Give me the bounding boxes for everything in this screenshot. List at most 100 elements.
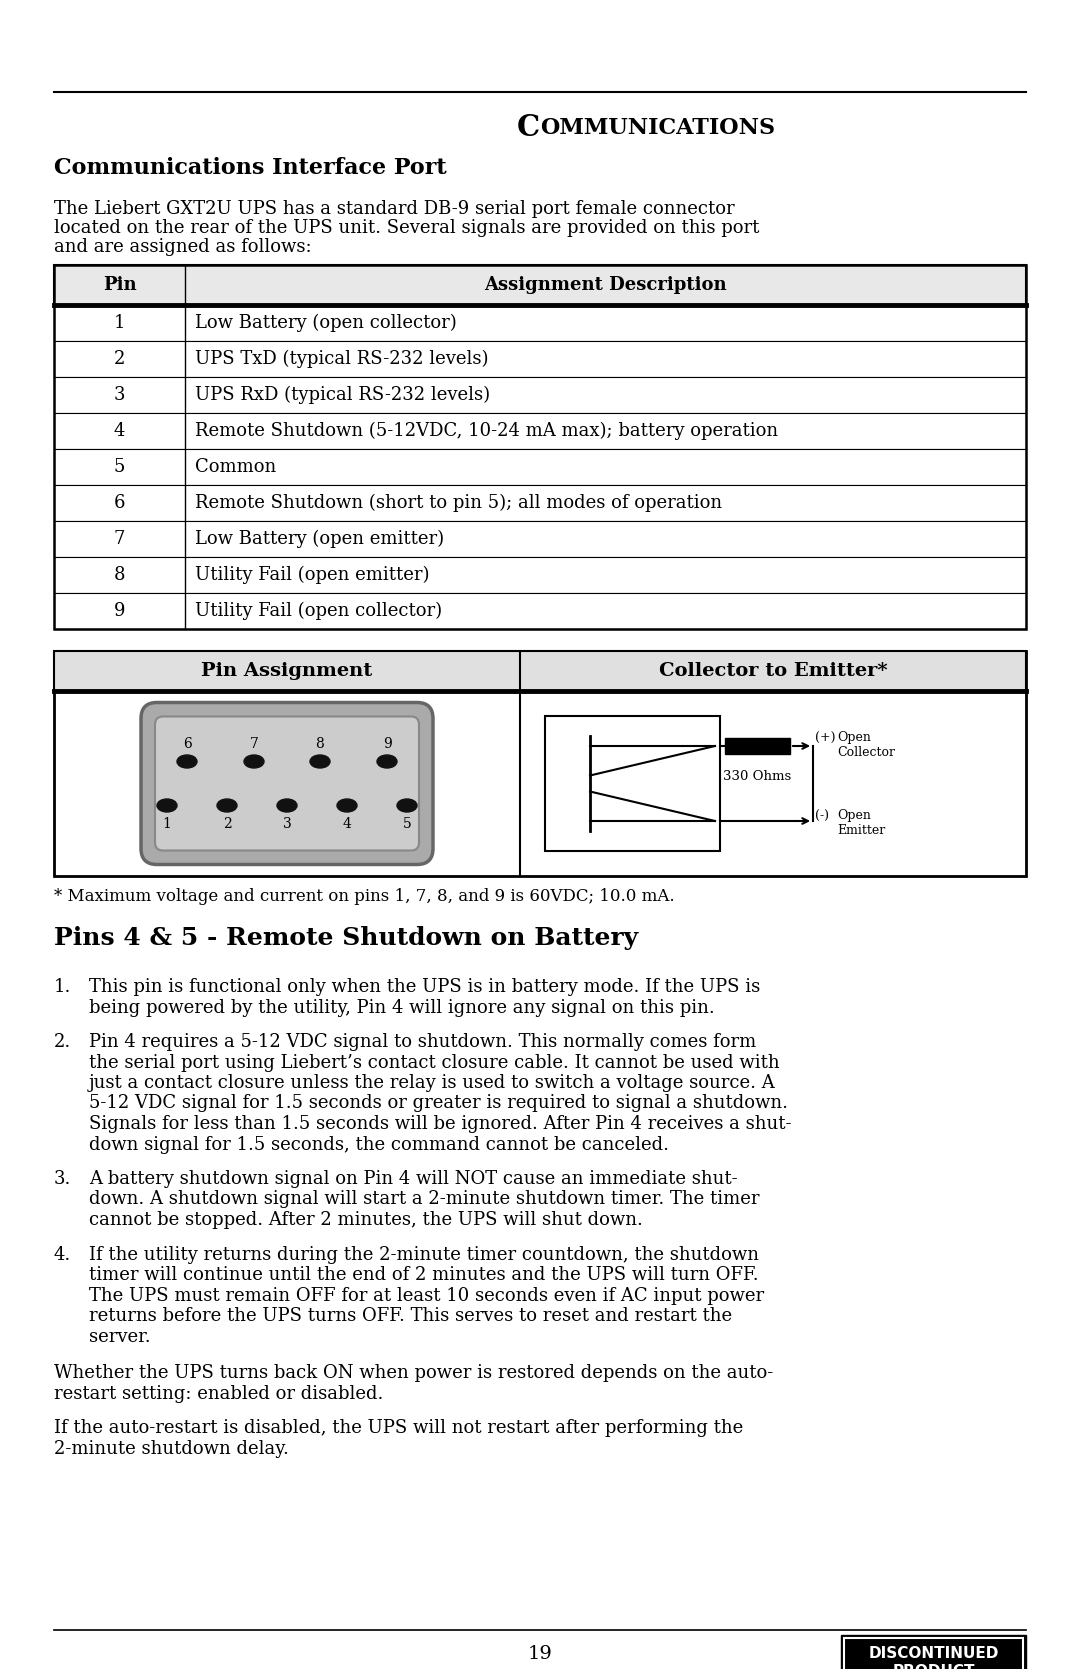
Bar xyxy=(54,557,1026,592)
Text: 1: 1 xyxy=(163,816,172,831)
Text: A battery shutdown signal on Pin 4 will NOT cause an immediate shut-: A battery shutdown signal on Pin 4 will … xyxy=(89,1170,738,1188)
Ellipse shape xyxy=(310,754,330,768)
Text: 7: 7 xyxy=(249,736,258,751)
Bar xyxy=(54,412,1026,449)
Text: 4: 4 xyxy=(113,422,125,441)
Text: 4.: 4. xyxy=(54,1245,71,1263)
Bar xyxy=(54,449,1026,486)
Bar xyxy=(54,265,1026,629)
Text: UPS RxD (typical RS-232 levels): UPS RxD (typical RS-232 levels) xyxy=(195,386,490,404)
Text: Signals for less than 1.5 seconds will be ignored. After Pin 4 receives a shut-: Signals for less than 1.5 seconds will b… xyxy=(89,1115,792,1133)
Text: the serial port using Liebert’s contact closure cable. It cannot be used with: the serial port using Liebert’s contact … xyxy=(89,1053,780,1071)
Text: 3: 3 xyxy=(283,816,292,831)
Ellipse shape xyxy=(377,754,397,768)
Bar xyxy=(54,651,1026,691)
Text: restart setting: enabled or disabled.: restart setting: enabled or disabled. xyxy=(54,1385,383,1402)
Text: The Liebert GXT2U UPS has a standard DB-9 serial port female connector: The Liebert GXT2U UPS has a standard DB-… xyxy=(54,200,734,219)
Text: Utility Fail (open emitter): Utility Fail (open emitter) xyxy=(195,566,430,584)
Text: 2: 2 xyxy=(222,816,231,831)
Text: 5: 5 xyxy=(113,457,125,476)
Bar xyxy=(54,340,1026,377)
Text: If the utility returns during the 2-minute timer countdown, the shutdown: If the utility returns during the 2-minu… xyxy=(89,1245,759,1263)
Text: being powered by the utility, Pin 4 will ignore any signal on this pin.: being powered by the utility, Pin 4 will… xyxy=(89,998,715,1016)
Bar xyxy=(54,305,1026,340)
Text: DISCONTINUED: DISCONTINUED xyxy=(868,1646,999,1661)
Text: 9: 9 xyxy=(382,736,391,751)
Text: OMMUNICATIONS: OMMUNICATIONS xyxy=(540,117,775,139)
Text: cannot be stopped. After 2 minutes, the UPS will shut down.: cannot be stopped. After 2 minutes, the … xyxy=(89,1212,643,1228)
Ellipse shape xyxy=(276,799,297,813)
Text: Common: Common xyxy=(195,457,276,476)
Text: Open: Open xyxy=(837,809,870,823)
Text: UPS TxD (typical RS-232 levels): UPS TxD (typical RS-232 levels) xyxy=(195,350,488,369)
Text: Assignment Description: Assignment Description xyxy=(484,275,727,294)
Text: Pin 4 requires a 5-12 VDC signal to shutdown. This normally comes form: Pin 4 requires a 5-12 VDC signal to shut… xyxy=(89,1033,756,1051)
FancyBboxPatch shape xyxy=(141,703,433,865)
Ellipse shape xyxy=(157,799,177,813)
Text: 3.: 3. xyxy=(54,1170,71,1188)
Text: Low Battery (open collector): Low Battery (open collector) xyxy=(195,314,457,332)
Text: 4: 4 xyxy=(342,816,351,831)
Text: down. A shutdown signal will start a 2-minute shutdown timer. The timer: down. A shutdown signal will start a 2-m… xyxy=(89,1190,759,1208)
Text: and are assigned as follows:: and are assigned as follows: xyxy=(54,239,312,255)
Text: 2.: 2. xyxy=(54,1033,71,1051)
Bar xyxy=(841,1636,1026,1669)
Text: This pin is functional only when the UPS is in battery mode. If the UPS is: This pin is functional only when the UPS… xyxy=(89,978,760,996)
Text: Remote Shutdown (short to pin 5); all modes of operation: Remote Shutdown (short to pin 5); all mo… xyxy=(195,494,723,512)
Bar xyxy=(54,377,1026,412)
Bar xyxy=(54,265,1026,305)
Text: Open: Open xyxy=(837,731,870,744)
Bar xyxy=(54,521,1026,557)
Text: server.: server. xyxy=(89,1327,150,1345)
Ellipse shape xyxy=(397,799,417,813)
Ellipse shape xyxy=(217,799,237,813)
Text: 1: 1 xyxy=(113,314,125,332)
Text: Remote Shutdown (5-12VDC, 10-24 mA max); battery operation: Remote Shutdown (5-12VDC, 10-24 mA max);… xyxy=(195,422,778,441)
Text: 19: 19 xyxy=(527,1646,553,1662)
Text: 6: 6 xyxy=(113,494,125,512)
Text: (+): (+) xyxy=(815,731,836,744)
Text: (-): (-) xyxy=(815,809,829,823)
Text: C: C xyxy=(517,113,540,142)
Bar xyxy=(54,592,1026,629)
Ellipse shape xyxy=(177,754,197,768)
Text: 2-minute shutdown delay.: 2-minute shutdown delay. xyxy=(54,1439,288,1457)
Bar xyxy=(843,1637,1023,1669)
Text: PRODUCT: PRODUCT xyxy=(892,1664,975,1669)
Bar xyxy=(545,716,720,851)
Text: The UPS must remain OFF for at least 10 seconds even if AC input power: The UPS must remain OFF for at least 10 … xyxy=(89,1287,765,1305)
Text: just a contact closure unless the relay is used to switch a voltage source. A: just a contact closure unless the relay … xyxy=(89,1073,775,1092)
Text: down signal for 1.5 seconds, the command cannot be canceled.: down signal for 1.5 seconds, the command… xyxy=(89,1135,669,1153)
Text: Pin: Pin xyxy=(103,275,136,294)
Text: Emitter: Emitter xyxy=(837,823,886,836)
Text: Collector: Collector xyxy=(837,746,895,758)
Text: 5: 5 xyxy=(403,816,411,831)
Text: Low Battery (open emitter): Low Battery (open emitter) xyxy=(195,529,444,547)
FancyBboxPatch shape xyxy=(156,716,419,851)
Text: located on the rear of the UPS unit. Several signals are provided on this port: located on the rear of the UPS unit. Sev… xyxy=(54,219,759,237)
Ellipse shape xyxy=(244,754,264,768)
Text: timer will continue until the end of 2 minutes and the UPS will turn OFF.: timer will continue until the end of 2 m… xyxy=(89,1267,758,1283)
Text: Utility Fail (open collector): Utility Fail (open collector) xyxy=(195,603,442,621)
Text: 5-12 VDC signal for 1.5 seconds or greater is required to signal a shutdown.: 5-12 VDC signal for 1.5 seconds or great… xyxy=(89,1095,788,1113)
Text: Pin Assignment: Pin Assignment xyxy=(201,663,373,679)
Text: 8: 8 xyxy=(113,566,125,584)
Bar xyxy=(54,486,1026,521)
Text: 330 Ohms: 330 Ohms xyxy=(724,769,792,783)
Text: Pins 4 & 5 - Remote Shutdown on Battery: Pins 4 & 5 - Remote Shutdown on Battery xyxy=(54,926,638,950)
Text: 2: 2 xyxy=(113,350,125,367)
Text: If the auto-restart is disabled, the UPS will not restart after performing the: If the auto-restart is disabled, the UPS… xyxy=(54,1419,743,1437)
Text: 7: 7 xyxy=(113,531,125,547)
Text: 1.: 1. xyxy=(54,978,71,996)
Text: 6: 6 xyxy=(183,736,191,751)
Text: 3: 3 xyxy=(113,386,125,404)
Text: 8: 8 xyxy=(315,736,324,751)
Text: Whether the UPS turns back ON when power is restored depends on the auto-: Whether the UPS turns back ON when power… xyxy=(54,1364,773,1382)
Bar xyxy=(54,651,1026,876)
Text: Communications Interface Port: Communications Interface Port xyxy=(54,157,447,179)
Text: returns before the UPS turns OFF. This serves to reset and restart the: returns before the UPS turns OFF. This s… xyxy=(89,1307,732,1325)
Bar xyxy=(725,738,789,754)
Text: Collector to Emitter*: Collector to Emitter* xyxy=(659,663,888,679)
Text: * Maximum voltage and current on pins 1, 7, 8, and 9 is 60VDC; 10.0 mA.: * Maximum voltage and current on pins 1,… xyxy=(54,888,675,905)
Ellipse shape xyxy=(337,799,357,813)
